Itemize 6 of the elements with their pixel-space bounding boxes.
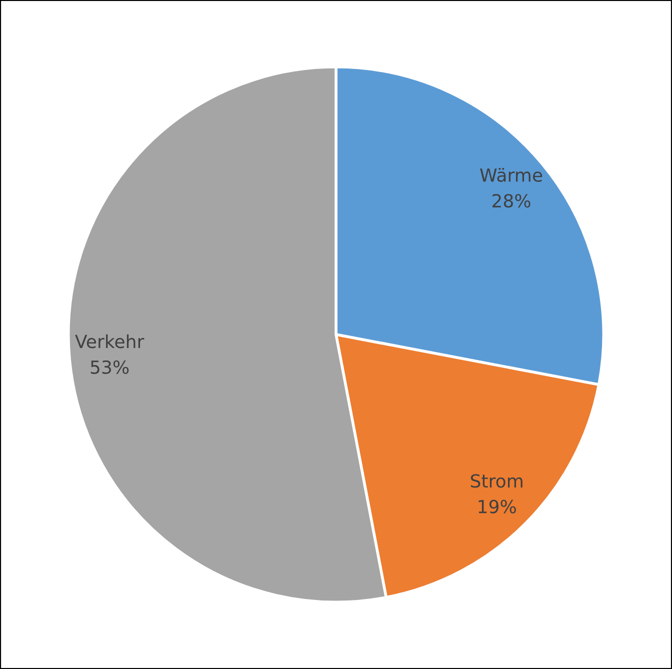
data-label: 53%	[90, 360, 129, 374]
slice-label: Wärme	[480, 168, 542, 182]
data-label: 28%	[492, 194, 530, 208]
slice-label: Verkehr	[75, 334, 144, 348]
slice-label: Strom	[470, 474, 522, 488]
data-label: 19%	[478, 500, 516, 514]
